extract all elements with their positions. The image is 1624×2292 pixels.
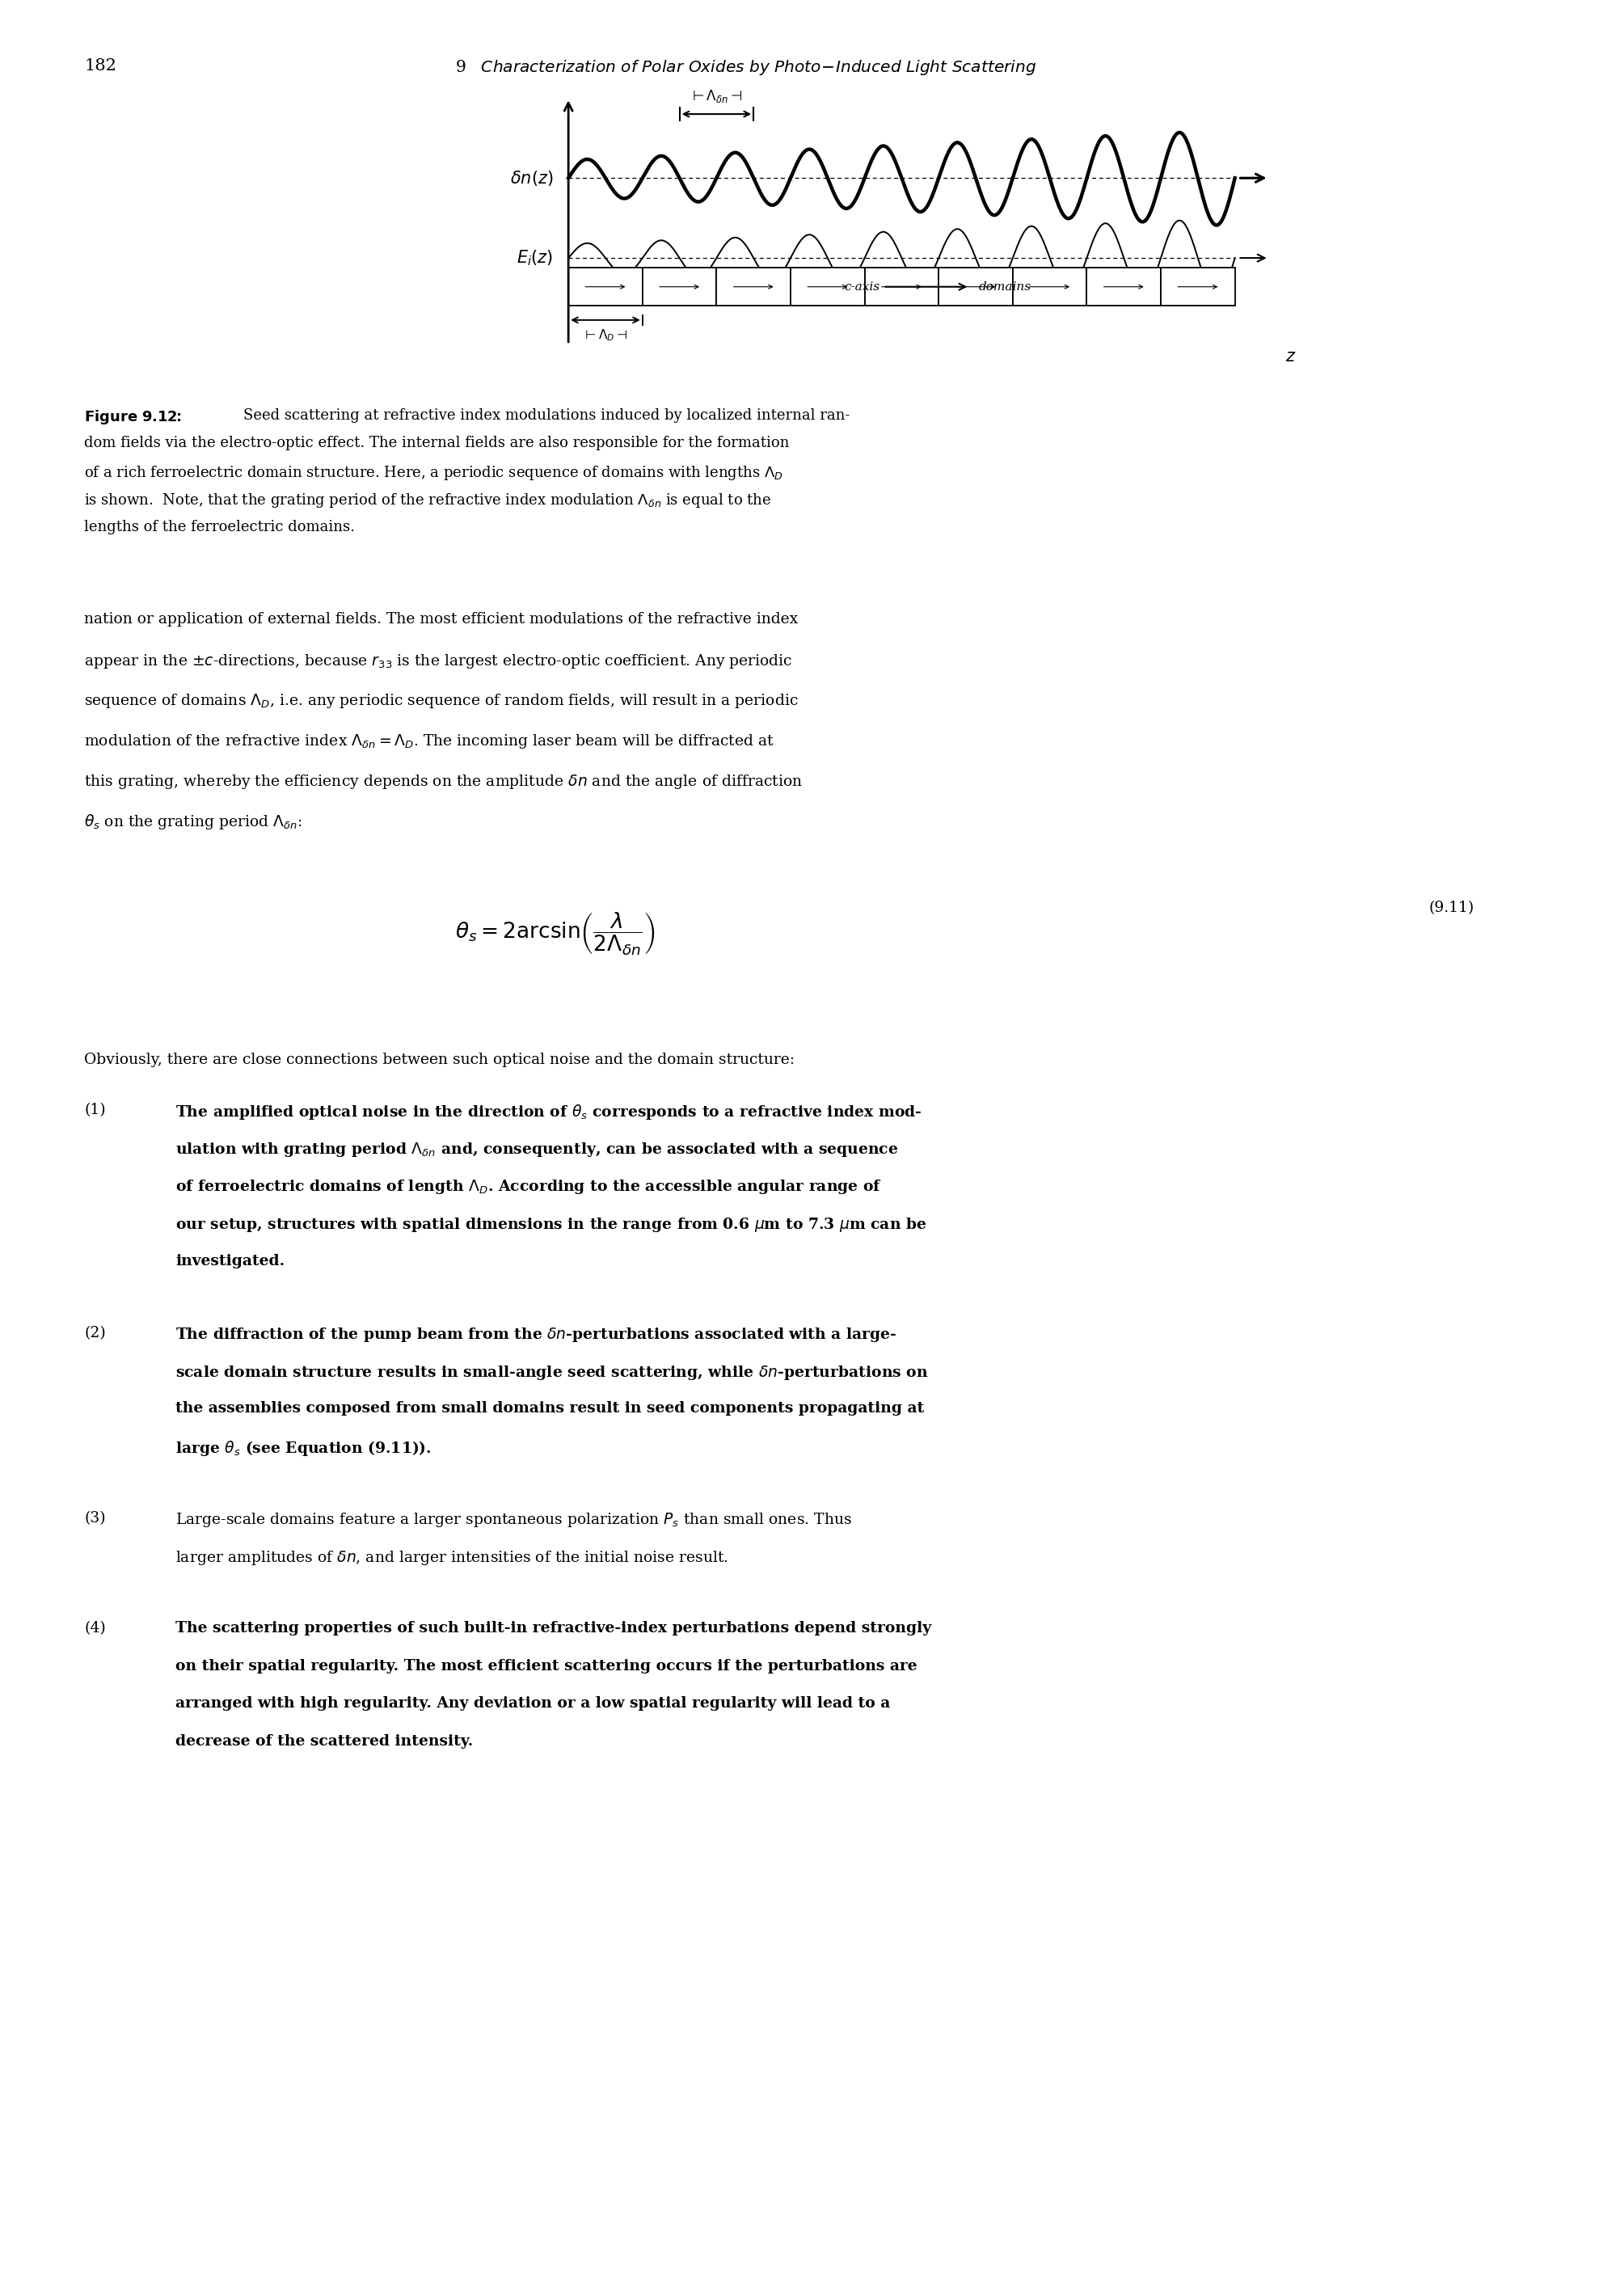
Text: is shown.  Note, that the grating period of the refractive index modulation $\La: is shown. Note, that the grating period …: [84, 493, 771, 509]
Text: c-axis: c-axis: [844, 282, 880, 293]
Text: (9.11): (9.11): [1429, 901, 1475, 915]
Text: appear in the $\pm c$-directions, because $r_{33}$ is the largest electro-optic : appear in the $\pm c$-directions, becaus…: [84, 653, 793, 669]
Text: $\theta_s = 2\arcsin\!\left(\dfrac{\lambda}{2\Lambda_{\delta n}}\right)$: $\theta_s = 2\arcsin\!\left(\dfrac{\lamb…: [455, 910, 654, 956]
Text: ulation with grating period $\Lambda_{\delta n}$ and, consequently, can be assoc: ulation with grating period $\Lambda_{\d…: [175, 1141, 898, 1157]
Text: (2): (2): [84, 1325, 106, 1341]
Text: Obviously, there are close connections between such optical noise and the domain: Obviously, there are close connections b…: [84, 1052, 796, 1066]
Bar: [864, 268, 939, 305]
Text: (4): (4): [84, 1620, 106, 1634]
Text: modulation of the refractive index $\Lambda_{\delta n} = \Lambda_D$. The incomin: modulation of the refractive index $\Lam…: [84, 733, 775, 749]
Text: The scattering properties of such built-in refractive-index perturbations depend: The scattering properties of such built-…: [175, 1620, 932, 1634]
Text: larger amplitudes of $\delta n$, and larger intensities of the initial noise res: larger amplitudes of $\delta n$, and lar…: [175, 1549, 728, 1568]
Text: investigated.: investigated.: [175, 1254, 284, 1267]
Text: $\mathbf{Figure\ 9.12\!\!:}$: $\mathbf{Figure\ 9.12\!\!:}$: [84, 408, 182, 426]
Text: decrease of the scattered intensity.: decrease of the scattered intensity.: [175, 1735, 473, 1749]
Text: large $\theta_s$ (see Equation (9.11)).: large $\theta_s$ (see Equation (9.11)).: [175, 1439, 432, 1458]
Text: $\theta_s$ on the grating period $\Lambda_{\delta n}$:: $\theta_s$ on the grating period $\Lambd…: [84, 814, 302, 832]
Bar: [791, 268, 864, 305]
Text: (1): (1): [84, 1102, 106, 1116]
Text: $z$: $z$: [1285, 348, 1296, 364]
Text: The diffraction of the pump beam from the $\delta n$-perturbations associated wi: The diffraction of the pump beam from th…: [175, 1325, 896, 1343]
Bar: [1013, 268, 1086, 305]
Text: 9   $\mathit{Characterization\ of\ Polar\ Oxides\ by\ Photo\!-\!Induced\ Light\ : 9 $\mathit{Characterization\ of\ Polar\ …: [455, 57, 1036, 78]
Text: the assemblies composed from small domains result in seed components propagating: the assemblies composed from small domai…: [175, 1400, 924, 1416]
Text: $\vdash \Lambda_{\delta n} \dashv$: $\vdash \Lambda_{\delta n} \dashv$: [690, 89, 744, 105]
Text: $\vdash \Lambda_D \dashv$: $\vdash \Lambda_D \dashv$: [583, 328, 628, 344]
Text: Large-scale domains feature a larger spontaneous polarization $P_s$ than small o: Large-scale domains feature a larger spo…: [175, 1510, 853, 1529]
Bar: [1086, 268, 1161, 305]
Text: scale domain structure results in small-angle seed scattering, while $\delta n$-: scale domain structure results in small-…: [175, 1364, 929, 1382]
Text: of a rich ferroelectric domain structure. Here, a periodic sequence of domains w: of a rich ferroelectric domain structure…: [84, 463, 783, 481]
Text: this grating, whereby the efficiency depends on the amplitude $\delta n$ and the: this grating, whereby the efficiency dep…: [84, 772, 804, 791]
Bar: [1161, 268, 1234, 305]
Bar: [568, 268, 643, 305]
Bar: [643, 268, 716, 305]
Text: nation or application of external fields. The most efficient modulations of the : nation or application of external fields…: [84, 612, 799, 626]
Text: Seed scattering at refractive index modulations induced by localized internal ra: Seed scattering at refractive index modu…: [244, 408, 851, 422]
Text: arranged with high regularity. Any deviation or a low spatial regularity will le: arranged with high regularity. Any devia…: [175, 1696, 890, 1710]
Bar: [939, 268, 1013, 305]
Text: domains: domains: [979, 282, 1031, 293]
Text: our setup, structures with spatial dimensions in the range from 0.6 $\mu$m to 7.: our setup, structures with spatial dimen…: [175, 1217, 927, 1233]
Text: 182: 182: [84, 57, 117, 73]
Text: dom fields via the electro-optic effect. The internal fields are also responsibl: dom fields via the electro-optic effect.…: [84, 435, 789, 452]
Text: (3): (3): [84, 1510, 106, 1526]
Text: lengths of the ferroelectric domains.: lengths of the ferroelectric domains.: [84, 520, 356, 534]
Bar: [716, 268, 791, 305]
Text: of ferroelectric domains of length $\Lambda_D$. According to the accessible angu: of ferroelectric domains of length $\Lam…: [175, 1178, 882, 1196]
Text: $E_i(z)$: $E_i(z)$: [516, 248, 552, 268]
Text: sequence of domains $\Lambda_D$, i.e. any periodic sequence of random fields, wi: sequence of domains $\Lambda_D$, i.e. an…: [84, 692, 799, 711]
Text: The amplified optical noise in the direction of $\theta_s$ corresponds to a refr: The amplified optical noise in the direc…: [175, 1102, 922, 1121]
Text: on their spatial regularity. The most efficient scattering occurs if the perturb: on their spatial regularity. The most ef…: [175, 1659, 918, 1673]
Text: $\delta n(z)$: $\delta n(z)$: [510, 170, 552, 188]
